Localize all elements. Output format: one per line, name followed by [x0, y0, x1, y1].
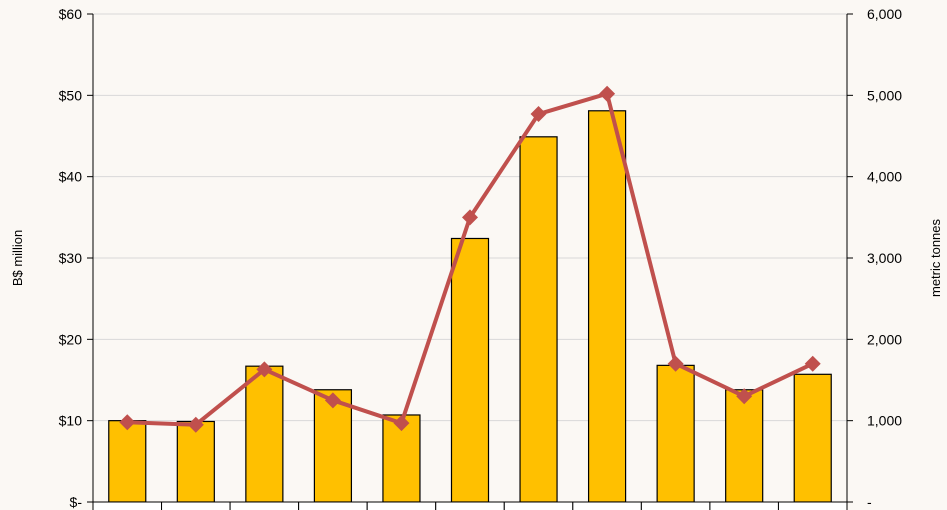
axes: [87, 13, 853, 503]
left-y-tick-label: $10: [59, 413, 83, 429]
line-series: [119, 85, 821, 433]
line-point-2024: [736, 388, 753, 405]
x-tick-label: 2021: [523, 507, 554, 510]
bar-2015: [108, 420, 147, 503]
x-tick-label: 2024: [729, 507, 760, 510]
left-y-axis-title: B$ million: [10, 230, 25, 286]
x-tick-label: 2017: [249, 507, 280, 510]
left-y-tick-label: $20: [59, 331, 83, 347]
right-y-axis-title: metric tonnes: [928, 218, 943, 297]
x-tick-label: 2023: [660, 507, 691, 510]
line-point-2021: [530, 106, 547, 123]
line-point-2023: [667, 355, 684, 372]
x-tick-label: 2019: [386, 507, 417, 510]
x-tick-label: 2020: [454, 507, 485, 510]
bar-2024: [725, 389, 764, 503]
line-point-2019: [393, 415, 410, 432]
bar-2016: [176, 420, 215, 503]
line-point-2016: [187, 416, 204, 433]
x-tick-labels: 2015 2016 2017 2018 2019 2020 2021 2022 2023 2024…: [112, 507, 829, 510]
line-point-2025: [804, 355, 821, 372]
line-point-2017: [256, 361, 273, 378]
line-point-2018: [324, 392, 341, 409]
bar-2020: [450, 237, 490, 503]
left-y-tick-label: $-: [70, 494, 83, 510]
left-y-tick-labels: $- $10 $20 $30 $40 $50 $60: [59, 6, 83, 510]
x-tick-label: 2025: [797, 507, 828, 510]
left-y-tick-label: $50: [59, 87, 83, 103]
bar-2025: [793, 373, 832, 503]
bar-2023: [656, 364, 695, 503]
left-y-tick-label: $40: [59, 169, 83, 185]
bar-2021: [519, 136, 558, 503]
line-point-2022: [599, 85, 616, 102]
right-y-tick-label: 1,000: [867, 413, 902, 429]
right-y-tick-label: 5,000: [867, 87, 902, 103]
bar-2022: [587, 110, 627, 503]
x-tick-label: 2018: [317, 507, 348, 510]
right-y-tick-label: -: [867, 494, 872, 510]
right-y-tick-label: 4,000: [867, 169, 902, 185]
right-y-tick-label: 3,000: [867, 250, 902, 266]
x-tick-label: 2022: [592, 507, 623, 510]
left-y-tick-label: $30: [59, 250, 83, 266]
bar-2017: [245, 365, 284, 503]
line-point-2020: [462, 209, 478, 226]
bar-series: [108, 110, 832, 503]
right-y-tick-label: 6,000: [867, 6, 902, 22]
right-y-tick-labels: - 1,000 2,000 3,000 4,000 5,000 6,000: [867, 6, 902, 510]
line-point-2015: [119, 414, 136, 431]
left-y-tick-label: $60: [59, 6, 83, 22]
x-tick-label: 2015: [112, 507, 143, 510]
right-y-tick-label: 2,000: [867, 331, 902, 347]
x-tick-label: 2016: [180, 507, 211, 510]
